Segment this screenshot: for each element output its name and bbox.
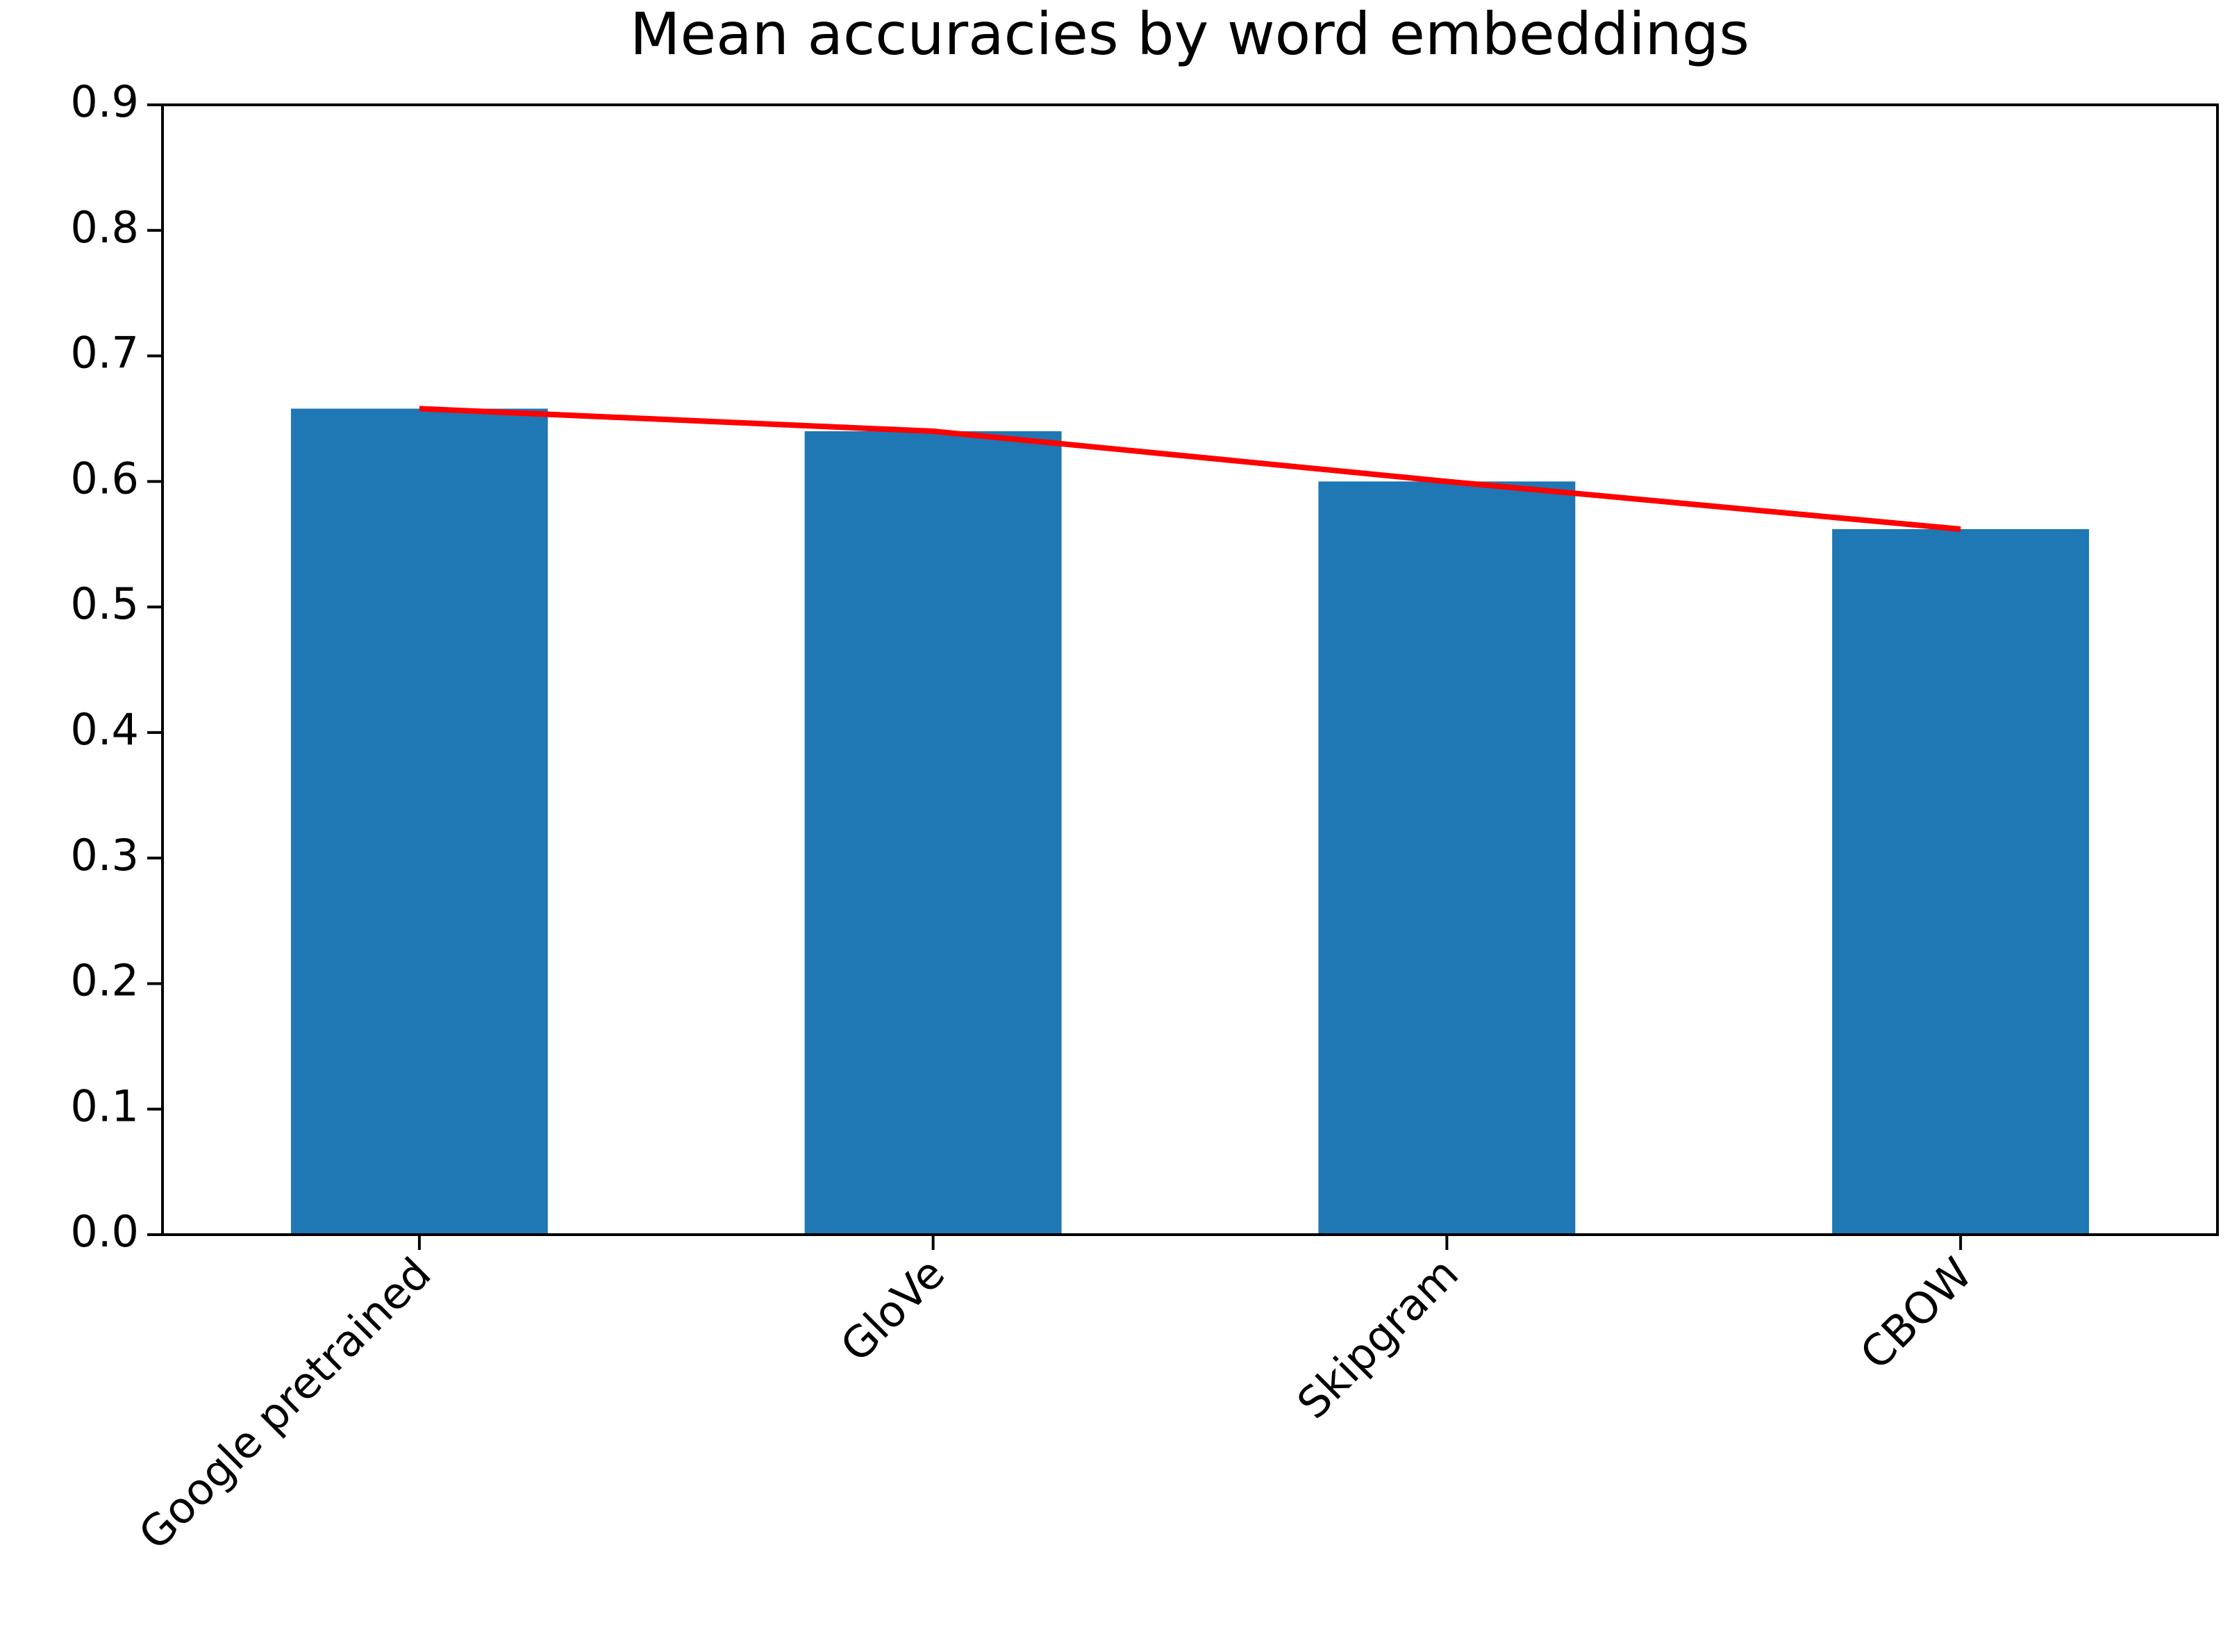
chart-title: Mean accuracies by word embeddings: [630, 0, 1749, 68]
y-tick-label: 0.7: [70, 328, 139, 378]
x-tick-label: GloVe: [831, 1248, 954, 1371]
y-tick-label: 0.9: [70, 76, 139, 127]
trend-line: [419, 406, 1961, 533]
bar: [804, 431, 1062, 1235]
y-tick-label: 0.6: [70, 453, 139, 503]
y-tick-label: 0.3: [70, 830, 139, 881]
plot-frame: [161, 103, 2219, 1236]
x-tick-label: Google pretrained: [129, 1248, 441, 1560]
bar: [1318, 481, 1576, 1235]
x-tick-label: Skipgram: [1288, 1248, 1468, 1428]
y-tick-label: 0.4: [70, 704, 139, 755]
x-tick-label: CBOW: [1850, 1248, 1981, 1379]
y-tick-label: 0.5: [70, 578, 139, 629]
y-tick-label: 0.2: [70, 956, 139, 1006]
y-tick-label: 0.0: [70, 1206, 139, 1257]
bar: [290, 408, 548, 1235]
y-tick-label: 0.8: [70, 202, 139, 253]
y-tick-label: 0.1: [70, 1081, 139, 1131]
bar: [1832, 529, 2090, 1235]
